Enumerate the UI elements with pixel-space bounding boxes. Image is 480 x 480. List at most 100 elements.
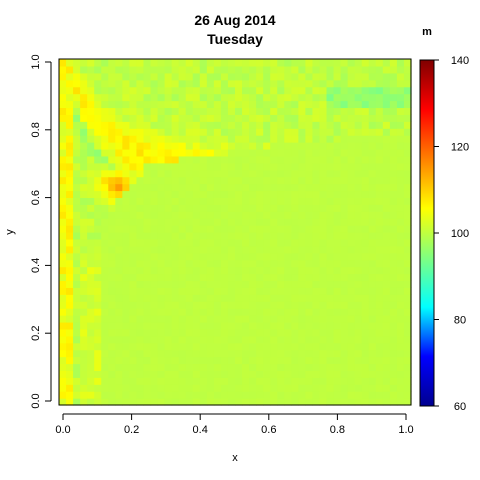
x-tick-label: 0.8 [330,424,345,436]
heatmap-cell [249,142,257,150]
heatmap-cell [185,321,194,330]
heatmap-cell [213,183,222,192]
heatmap-cell [220,114,229,122]
heatmap-cell [403,142,412,150]
heatmap-cell [263,142,271,150]
heatmap-cell [340,363,349,371]
heatmap-cell [192,308,201,316]
heatmap-cell [354,287,363,295]
heatmap-cell [382,232,391,240]
heatmap-cell [396,190,405,198]
heatmap-cell [73,155,81,164]
heatmap-cell [368,377,377,385]
heatmap-cell [157,86,166,95]
heatmap-cell [361,100,370,109]
heatmap-cell [389,183,398,192]
heatmap-cell [129,135,138,143]
heatmap-cell [298,342,306,351]
heatmap-cell [389,72,398,81]
heatmap-cell [333,391,342,399]
heatmap-cell [361,93,370,102]
colorbar-tick-label: 140 [451,55,469,67]
heatmap-cell [298,238,306,247]
heatmap-cell [199,266,208,275]
heatmap-cell [312,155,321,164]
heatmap-cell [122,266,130,275]
heatmap-cell [171,384,180,392]
heatmap-cell [319,59,328,67]
heatmap-cell [256,59,264,67]
heatmap-cell [101,287,109,295]
heatmap-cell [192,225,201,233]
heatmap-cell [291,169,299,178]
heatmap-cell [256,280,264,288]
heatmap-cell [157,335,166,344]
heatmap-cell [333,238,342,247]
heatmap-cell [199,335,208,344]
heatmap-cell [199,204,208,212]
heatmap-cell [319,121,328,129]
heatmap-cell [354,252,363,261]
heatmap-cell [206,211,215,219]
heatmap-cell [164,135,173,143]
heatmap-cell [136,384,145,392]
heatmap-cell [164,356,173,365]
chart-title: 26 Aug 2014 [194,12,275,28]
heatmap-cell [242,190,250,198]
heatmap-cell [220,176,229,185]
heatmap-cell [277,377,285,385]
heatmap-cell [108,211,116,219]
heatmap-cell [136,72,145,81]
heatmap-cell [389,391,398,399]
heatmap-cell [213,266,222,275]
heatmap-cell [263,93,271,102]
heatmap-cell [178,176,187,185]
heatmap-cell [227,280,236,288]
heatmap-cell [199,349,208,358]
heatmap-cell [185,176,194,185]
heatmap-cell [108,225,116,233]
heatmap-cell [150,72,159,81]
heatmap-cell [87,114,95,122]
heatmap-cell [263,72,271,81]
heatmap-cell [354,86,363,95]
heatmap-cell [220,204,229,212]
heatmap-cell [108,72,116,81]
heatmap-cell [122,155,130,164]
heatmap-cell [396,148,405,157]
heatmap-cell [277,59,285,67]
heatmap-cell [143,65,152,74]
heatmap-cell [136,107,145,115]
heatmap-cell [368,190,377,198]
heatmap-cell [192,349,201,358]
heatmap-cell [157,225,166,233]
heatmap-cell [298,72,306,81]
heatmap-cell [164,252,173,261]
heatmap-cell [326,349,335,358]
heatmap-cell [80,162,88,171]
heatmap-cell [213,148,222,157]
heatmap-cell [115,308,123,316]
heatmap-cell [256,86,264,95]
heatmap-cell [396,197,405,205]
heatmap-cell [396,225,405,233]
heatmap-cell [368,121,377,129]
heatmap-cell [403,238,412,247]
heatmap-cell [227,128,236,136]
heatmap-cell [270,59,278,67]
heatmap-cell [333,356,342,365]
y-tick-label: 0.0 [30,393,42,408]
heatmap-cell [192,114,201,122]
heatmap-cell [80,107,88,115]
heatmap-cell [178,59,187,67]
heatmap-cell [80,169,88,178]
heatmap-cell [249,342,257,351]
heatmap-cell [171,294,180,302]
heatmap-cell [129,65,138,74]
heatmap-cell [227,72,236,81]
heatmap-cell [73,107,81,115]
heatmap-cell [164,363,173,371]
heatmap-cell [150,349,159,358]
heatmap-cell [164,142,173,150]
heatmap-cell [143,232,152,240]
